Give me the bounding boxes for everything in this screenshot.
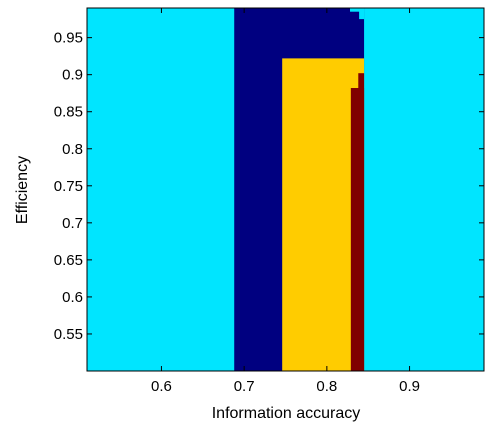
x-tick-label: 0.8 — [316, 378, 337, 395]
heatmap-region-3 — [359, 8, 365, 20]
y-axis: 0.55 0.6 0.65 0.7 0.75 0.8 0.85 0.9 0.95 — [54, 30, 484, 343]
heatmap-region-6 — [358, 73, 365, 371]
x-axis: 0.6 0.7 0.8 0.9 — [151, 8, 420, 395]
heatmap-region-2 — [350, 8, 365, 12]
y-tick-label: 0.85 — [54, 104, 83, 121]
y-tick-label: 0.75 — [54, 178, 83, 195]
y-tick-label: 0.8 — [62, 141, 83, 158]
x-tick-label: 0.7 — [234, 378, 255, 395]
y-tick-label: 0.6 — [62, 289, 83, 306]
y-tick-label: 0.65 — [54, 252, 83, 269]
x-tick-label: 0.9 — [399, 378, 420, 395]
y-tick-label: 0.95 — [54, 30, 83, 47]
y-axis-label: Efficiency — [14, 156, 31, 224]
x-tick-label: 0.6 — [151, 378, 172, 395]
heatmap-region-4 — [282, 58, 365, 371]
x-axis-label: Information accuracy — [212, 405, 361, 422]
plot-frame — [86, 7, 485, 372]
y-tick-label: 0.9 — [62, 67, 83, 84]
y-tick-label: 0.7 — [62, 215, 83, 232]
heatmap-regions — [234, 8, 365, 371]
y-tick-label: 0.55 — [54, 326, 83, 343]
